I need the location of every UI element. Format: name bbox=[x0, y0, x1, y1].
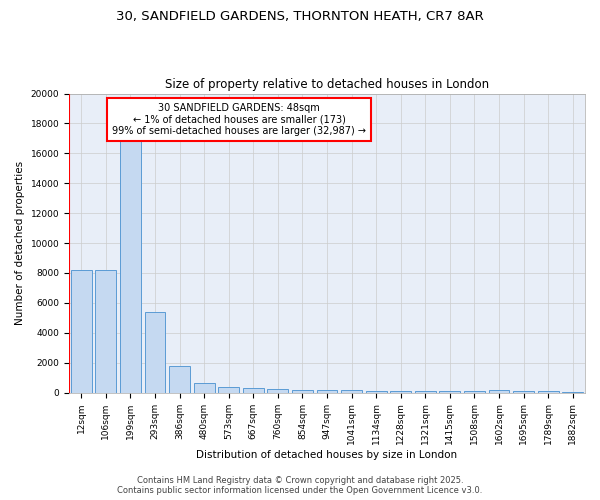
Bar bbox=[145, 312, 166, 392]
Bar bbox=[292, 390, 313, 392]
Bar bbox=[169, 366, 190, 392]
Text: 30, SANDFIELD GARDENS, THORNTON HEATH, CR7 8AR: 30, SANDFIELD GARDENS, THORNTON HEATH, C… bbox=[116, 10, 484, 23]
Bar bbox=[120, 138, 141, 392]
X-axis label: Distribution of detached houses by size in London: Distribution of detached houses by size … bbox=[196, 450, 458, 460]
Bar bbox=[218, 388, 239, 392]
Y-axis label: Number of detached properties: Number of detached properties bbox=[15, 161, 25, 325]
Bar bbox=[366, 390, 386, 392]
Bar bbox=[194, 383, 215, 392]
Bar bbox=[71, 270, 92, 392]
Bar bbox=[243, 388, 264, 392]
Bar bbox=[95, 270, 116, 392]
Bar bbox=[488, 390, 509, 392]
Bar bbox=[415, 391, 436, 392]
Bar bbox=[390, 391, 411, 392]
Bar bbox=[341, 390, 362, 392]
Bar bbox=[317, 390, 337, 392]
Bar bbox=[513, 391, 534, 392]
Text: 30 SANDFIELD GARDENS: 48sqm
← 1% of detached houses are smaller (173)
99% of sem: 30 SANDFIELD GARDENS: 48sqm ← 1% of deta… bbox=[112, 102, 366, 136]
Bar bbox=[268, 389, 289, 392]
Title: Size of property relative to detached houses in London: Size of property relative to detached ho… bbox=[165, 78, 489, 91]
Text: Contains HM Land Registry data © Crown copyright and database right 2025.
Contai: Contains HM Land Registry data © Crown c… bbox=[118, 476, 482, 495]
